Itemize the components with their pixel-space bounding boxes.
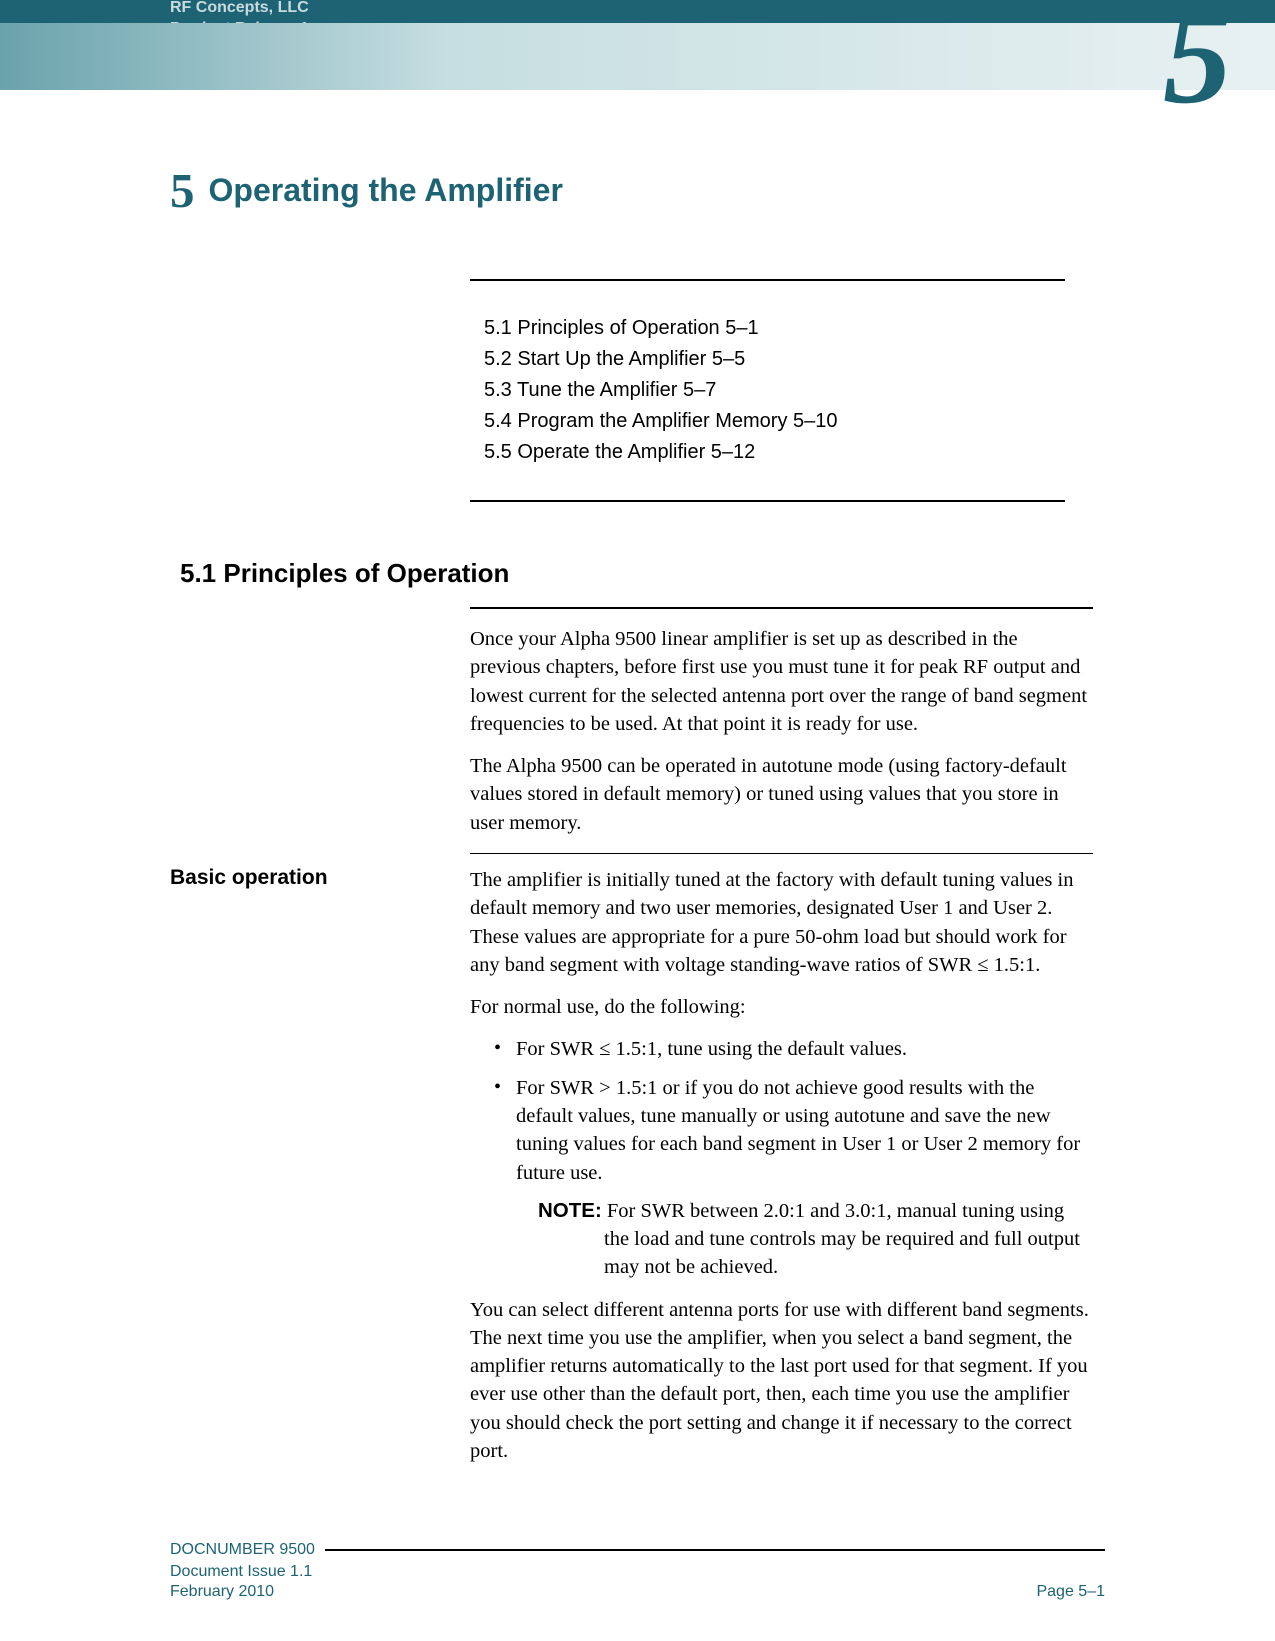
list-item: For SWR ≤ 1.5:1, tune using the default … (494, 1035, 1093, 1063)
toc-item: 5.4 Program the Amplifier Memory 5–10 (484, 406, 1065, 437)
note-label: NOTE: (538, 1199, 602, 1222)
footer-page: Page 5–1 (1036, 1583, 1105, 1601)
note-block: NOTE: For SWR between 2.0:1 and 3.0:1, m… (538, 1197, 1093, 1282)
toc-item: 5.1 Principles of Operation 5–1 (484, 313, 1065, 344)
section-body: Once your Alpha 9500 linear amplifier is… (470, 607, 1093, 1465)
footer-row: DOCNUMBER 9500 (170, 1539, 1105, 1561)
divider (470, 853, 1093, 854)
bullet-text: For SWR > 1.5:1 or if you do not achieve… (516, 1077, 1080, 1184)
bullet-list: For SWR ≤ 1.5:1, tune using the default … (494, 1035, 1093, 1281)
toc-item: 5.3 Tune the Amplifier 5–7 (484, 375, 1065, 406)
footer-issue: Document Issue 1.1 (170, 1561, 1105, 1583)
paragraph: The amplifier is initially tuned at the … (470, 866, 1093, 979)
footer-bottom: February 2010 Page 5–1 (170, 1583, 1105, 1601)
toc-item: 5.2 Start Up the Amplifier 5–5 (484, 344, 1065, 375)
footer-divider (325, 1549, 1105, 1551)
footer-docnum: DOCNUMBER 9500 (170, 1539, 315, 1561)
gradient-band: 5 (0, 23, 1275, 90)
chapter-heading: 5 Operating the Amplifier (170, 162, 1105, 219)
list-item: For SWR > 1.5:1 or if you do not achieve… (494, 1074, 1093, 1282)
paragraph: The Alpha 9500 can be operated in autotu… (470, 752, 1093, 837)
note-text-inline: For SWR between 2.0:1 and 3.0:1, manual … (602, 1200, 1064, 1222)
note-text-cont: the load and tune controls may be requir… (604, 1225, 1093, 1282)
chapter-number: 5 (170, 162, 195, 219)
paragraph: Once your Alpha 9500 linear amplifier is… (470, 625, 1093, 738)
header-bar: RF Concepts, LLC Product Release 1 (0, 0, 1275, 23)
chapter-title: Operating the Amplifier (209, 172, 563, 209)
footer-date: February 2010 (170, 1583, 274, 1601)
section-heading: 5.1 Principles of Operation (180, 558, 1105, 589)
margin-label-basic: Basic operation (170, 866, 328, 890)
page-content: 5 Operating the Amplifier 5.1 Principles… (0, 90, 1275, 1539)
toc-item: 5.5 Operate the Amplifier 5–12 (484, 437, 1065, 468)
toc-block: 5.1 Principles of Operation 5–1 5.2 Star… (470, 279, 1065, 502)
company-name: RF Concepts, LLC (170, 0, 309, 19)
page-footer: DOCNUMBER 9500 Document Issue 1.1 Februa… (0, 1539, 1275, 1640)
paragraph: For normal use, do the following: (470, 993, 1093, 1021)
paragraph: You can select different antenna ports f… (470, 1296, 1093, 1466)
